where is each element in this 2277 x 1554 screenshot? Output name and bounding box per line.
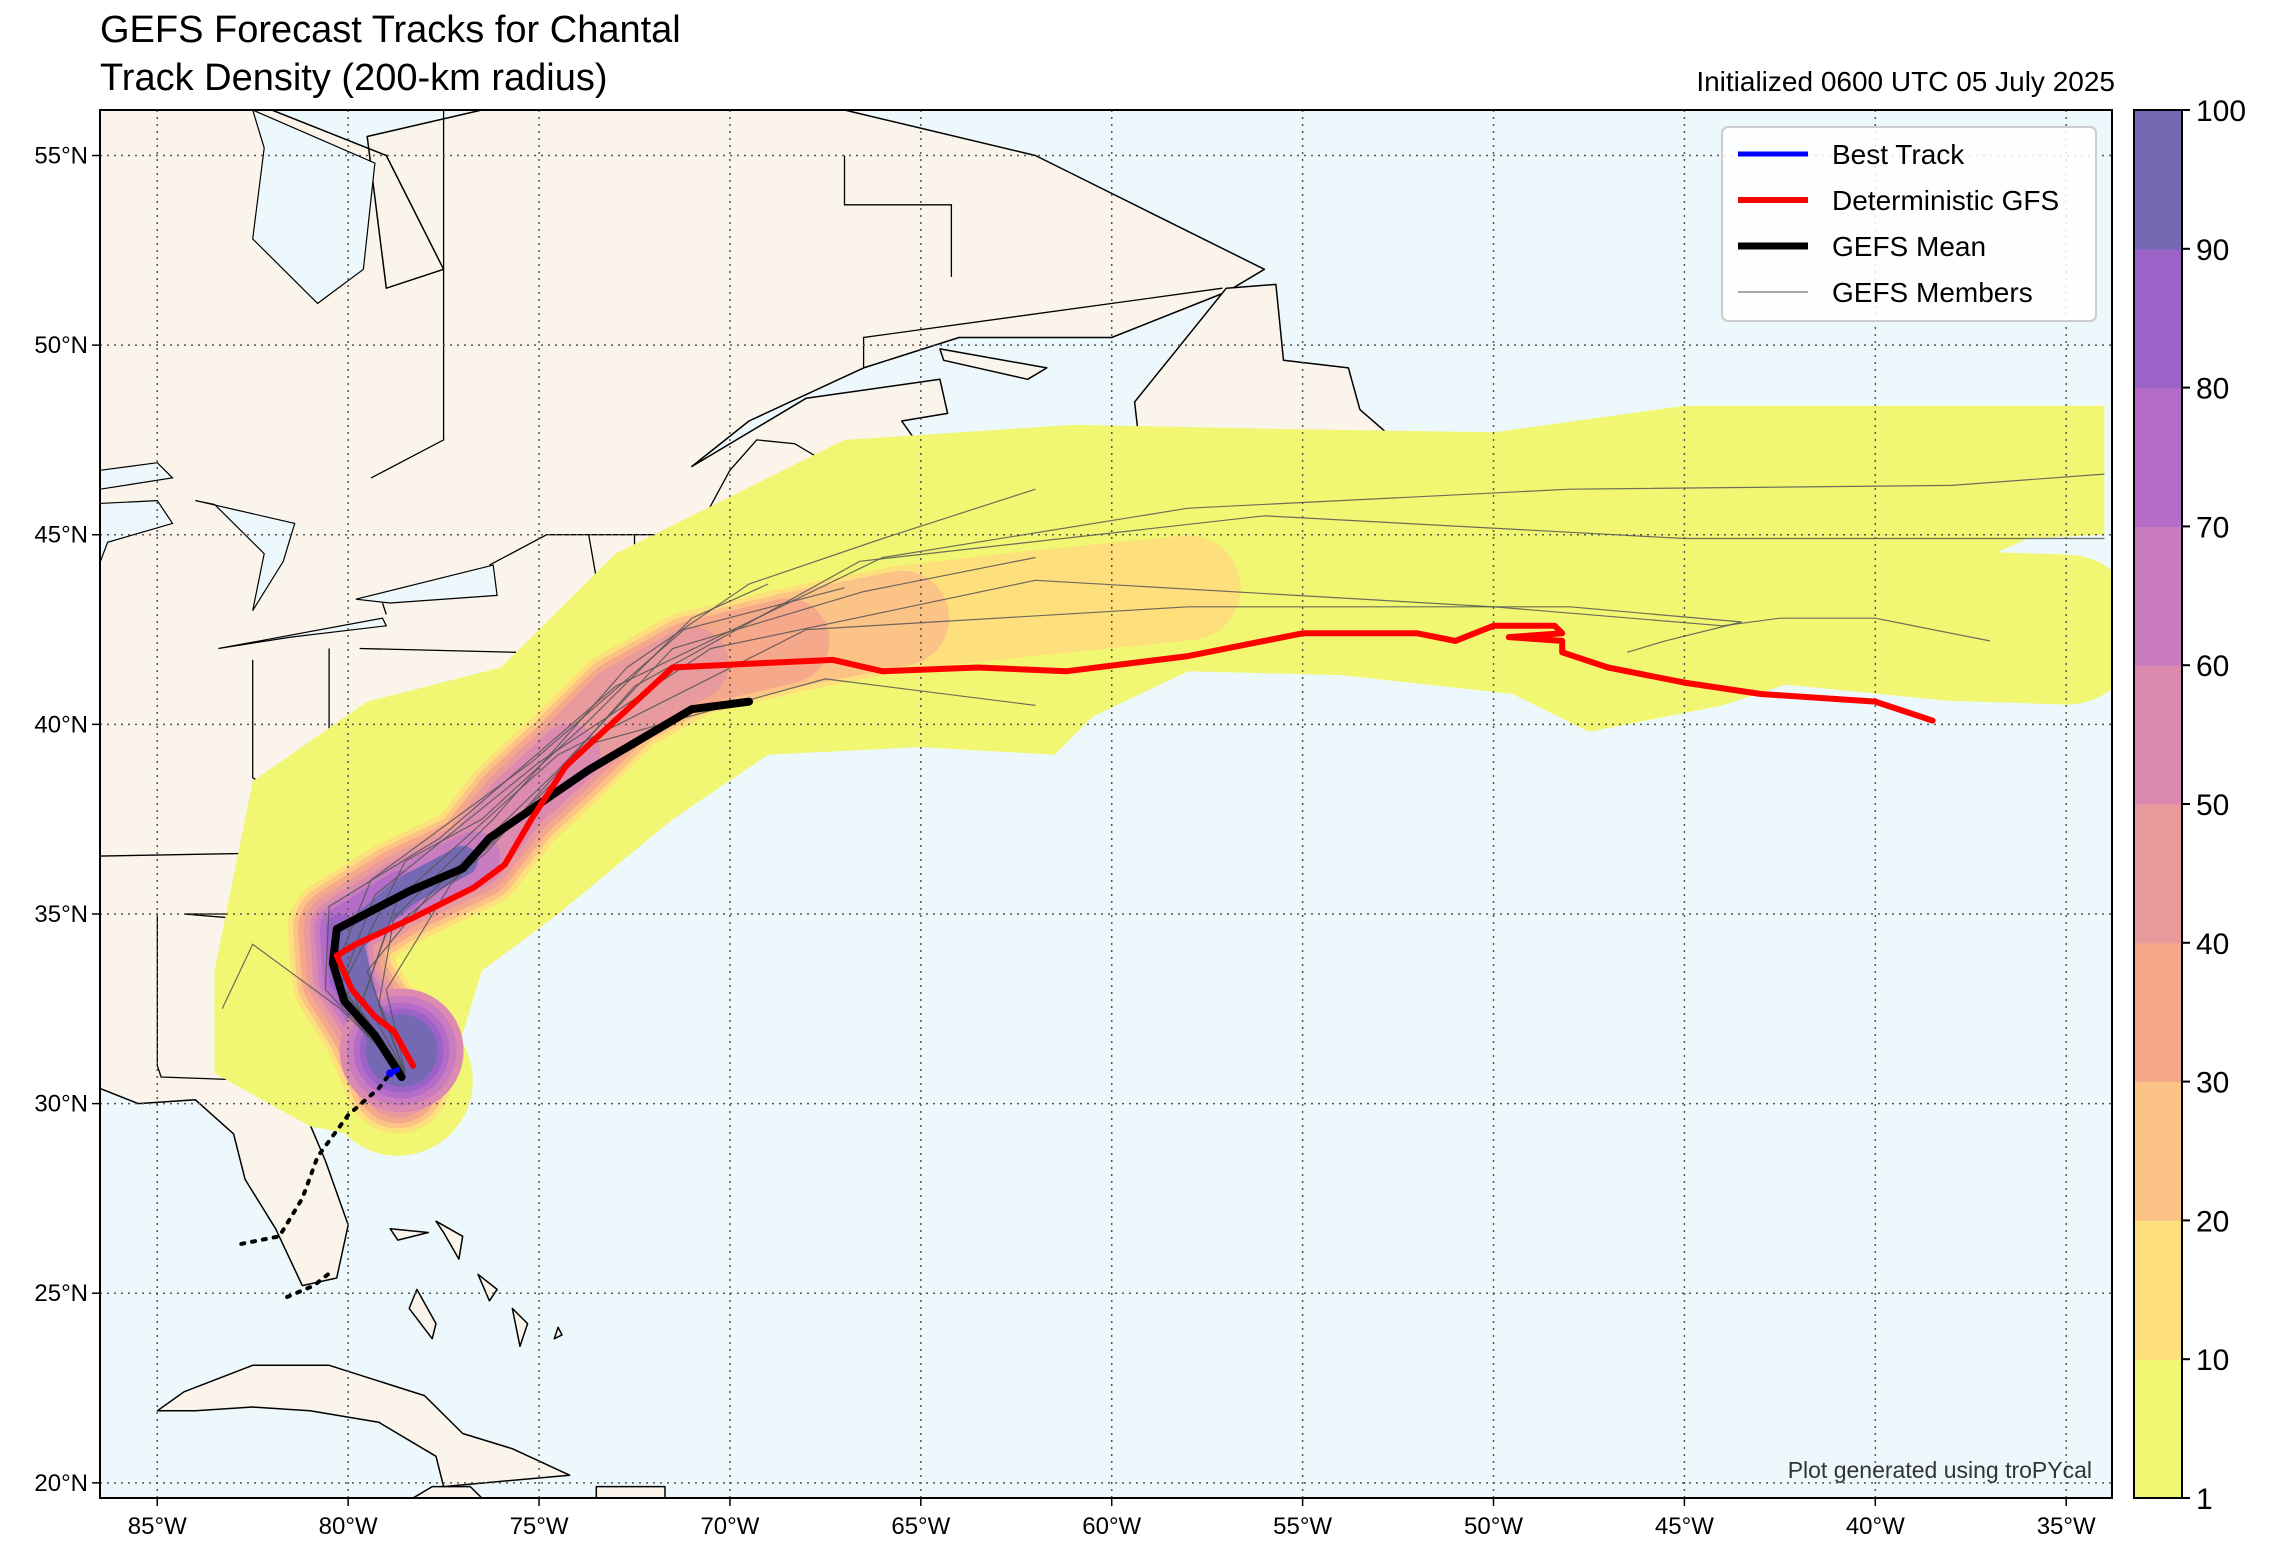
legend-label: Best Track: [1832, 139, 1965, 170]
border-line: [862, 287, 1223, 368]
colorbar-label: 90: [2196, 234, 2229, 267]
colorbar-segment: [2134, 1081, 2182, 1221]
colorbar-segment: [2134, 387, 2182, 527]
gridlines: [100, 110, 2112, 1498]
land-polygon: [389, 1227, 430, 1241]
initialized-label: Initialized 0600 UTC 05 July 2025: [1696, 66, 2115, 97]
land-polygon: [435, 1220, 464, 1260]
lake-polygon: [218, 617, 388, 650]
land-polygon: [412, 1485, 483, 1498]
lake-polygon: [195, 500, 296, 611]
lat-tick-label: 45°N: [34, 522, 88, 549]
colorbar-segment: [2134, 804, 2182, 944]
lon-tick-label: 45°W: [1655, 1513, 1714, 1540]
lon-tick-label: 35°W: [2037, 1513, 2096, 1540]
lon-tick-label: 75°W: [510, 1513, 569, 1540]
land-polygon: [595, 1485, 666, 1498]
past-track-dots: [285, 1268, 335, 1299]
lat-tick-label: 50°N: [34, 332, 88, 359]
lat-tick-label: 30°N: [34, 1091, 88, 1118]
border-line: [381, 602, 387, 615]
colorbar-label: 20: [2196, 1205, 2229, 1238]
density-outer: [214, 405, 2105, 1142]
best-track-point: [386, 1069, 395, 1078]
past-track-dots: [239, 1071, 393, 1246]
land-polygon: [408, 1288, 437, 1340]
deterministic-gfs-track: [333, 622, 1936, 1069]
border-line: [100, 852, 253, 857]
legend-label: Deterministic GFS: [1832, 185, 2059, 216]
colorbar-label: 60: [2196, 650, 2229, 683]
colorbar-segment: [2134, 248, 2182, 389]
lon-tick-label: 40°W: [1846, 1513, 1905, 1540]
border-line: [843, 155, 953, 277]
colorbar-segment: [2134, 1359, 2182, 1499]
colorbar-label: 1: [2196, 1483, 2213, 1516]
lon-tick-label: 50°W: [1464, 1513, 1523, 1540]
border-line: [359, 647, 517, 653]
lat-tick-label: 35°N: [34, 901, 88, 928]
gefs-member-tracks: [221, 473, 2105, 1074]
gefs-member-track: [366, 556, 1036, 1074]
gefs-member-track: [378, 488, 1036, 1074]
border-line: [370, 110, 445, 479]
lon-tick-label: 70°W: [700, 1513, 759, 1540]
lake-polygon: [355, 564, 498, 604]
colorbar-segment: [2134, 665, 2182, 805]
legend-box: [1721, 126, 2097, 322]
colorbar-segment: [2134, 110, 2182, 250]
gefs-member-track: [324, 473, 2105, 1074]
lon-tick-label: 55°W: [1273, 1513, 1332, 1540]
lon-tick-label: 65°W: [891, 1513, 950, 1540]
colorbar-segment: [2134, 942, 2182, 1083]
legend-label: GEFS Mean: [1832, 231, 1986, 262]
land-polygon: [156, 1364, 571, 1488]
lat-tick-label: 25°N: [34, 1280, 88, 1307]
map-subtitle: Track Density (200-km radius): [100, 57, 608, 99]
colorbar-label: 50: [2196, 789, 2229, 822]
colorbar-label: 70: [2196, 511, 2229, 544]
colorbar-label: 40: [2196, 928, 2229, 961]
colorbar-label: 100: [2196, 95, 2246, 128]
legend: Best Track Deterministic GFS GEFS Mean GEFS…: [1721, 126, 2097, 322]
main-tracks: [328, 622, 1936, 1081]
colorbar-label: 80: [2196, 373, 2229, 406]
past-track-dotted: [239, 1071, 393, 1299]
lon-tick-label: 85°W: [128, 1513, 187, 1540]
credit-label: Plot generated using troPYcal: [1788, 1457, 2092, 1483]
axis-ticks: 85°W 80°W 75°W 70°W 65°W 60°W 55°W 50°W 45°W 40°W…: [34, 143, 2096, 1540]
lake-polygon: [100, 499, 174, 565]
colorbar-label: 30: [2196, 1067, 2229, 1100]
colorbar-segment: [2134, 526, 2182, 666]
gefs-member-track: [362, 606, 1742, 1074]
gefs-member-track: [339, 579, 1990, 1074]
land-polygon: [939, 348, 1048, 381]
colorbar: 1 10 20 30 40 50 60 70 80 90 100: [2133, 95, 2246, 1516]
map-frame: [99, 109, 2113, 1499]
lake-polygon: [100, 462, 174, 490]
lat-tick-label: 40°N: [34, 711, 88, 738]
legend-label: GEFS Members: [1832, 277, 2033, 308]
land-polygon: [553, 1326, 563, 1340]
lon-tick-label: 80°W: [319, 1513, 378, 1540]
lat-tick-label: 20°N: [34, 1470, 88, 1497]
land-polygon: [477, 1273, 498, 1302]
colorbar-segment: [2134, 1220, 2182, 1360]
land-polygon: [511, 1307, 529, 1348]
lon-tick-label: 60°W: [1082, 1513, 1141, 1540]
map-title: GEFS Forecast Tracks for Chantal: [100, 9, 681, 51]
lake-polygon: [252, 110, 376, 305]
lat-tick-label: 55°N: [34, 143, 88, 170]
colorbar-label: 10: [2196, 1344, 2229, 1377]
gefs-mean-track: [328, 697, 753, 1081]
